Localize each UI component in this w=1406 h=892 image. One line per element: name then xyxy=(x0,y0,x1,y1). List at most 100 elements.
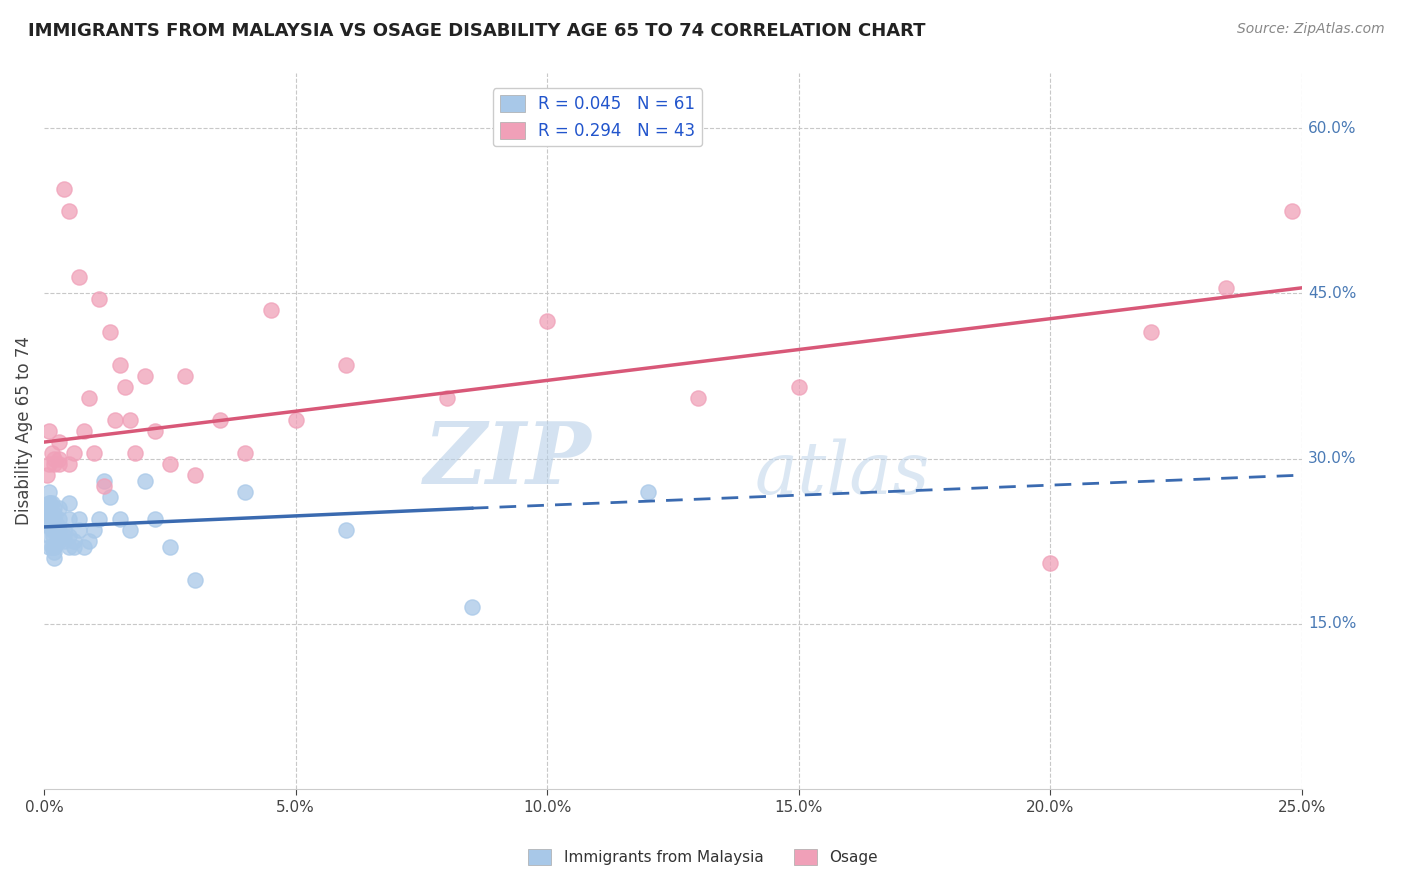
Point xyxy=(83,446,105,460)
Point xyxy=(174,368,197,383)
Point xyxy=(58,512,80,526)
Point xyxy=(48,534,70,549)
Point xyxy=(39,529,62,543)
Text: 15.0%: 15.0% xyxy=(1308,616,1357,632)
Point xyxy=(67,523,90,537)
Point xyxy=(48,435,70,450)
Point xyxy=(67,269,90,284)
Point xyxy=(41,540,63,554)
Point xyxy=(63,446,86,460)
Point xyxy=(1215,281,1237,295)
Point xyxy=(58,457,80,471)
Text: 30.0%: 30.0% xyxy=(1308,451,1357,467)
Point xyxy=(103,413,125,427)
Point xyxy=(284,413,307,427)
Point xyxy=(143,512,166,526)
Legend: Immigrants from Malaysia, Osage: Immigrants from Malaysia, Osage xyxy=(522,843,884,871)
Point xyxy=(335,358,357,372)
Point xyxy=(35,468,58,483)
Point xyxy=(461,600,484,615)
Point xyxy=(159,540,181,554)
Point xyxy=(259,302,281,317)
Point xyxy=(48,501,70,516)
Text: 45.0%: 45.0% xyxy=(1308,285,1357,301)
Point xyxy=(42,529,65,543)
Point xyxy=(44,451,66,466)
Point xyxy=(787,380,810,394)
Point xyxy=(79,391,101,405)
Point xyxy=(38,512,60,526)
Point xyxy=(44,457,66,471)
Point xyxy=(118,413,141,427)
Point xyxy=(39,507,62,521)
Point xyxy=(93,474,115,488)
Text: IMMIGRANTS FROM MALAYSIA VS OSAGE DISABILITY AGE 65 TO 74 CORRELATION CHART: IMMIGRANTS FROM MALAYSIA VS OSAGE DISABI… xyxy=(28,22,925,40)
Point xyxy=(38,540,60,554)
Point xyxy=(108,358,131,372)
Point xyxy=(44,501,66,516)
Point xyxy=(41,517,63,532)
Point xyxy=(235,446,257,460)
Point xyxy=(44,540,66,554)
Point xyxy=(63,534,86,549)
Point xyxy=(44,507,66,521)
Point xyxy=(53,523,76,537)
Point xyxy=(536,314,558,328)
Point xyxy=(44,550,66,565)
Point xyxy=(48,512,70,526)
Point xyxy=(48,451,70,466)
Point xyxy=(98,325,121,339)
Point xyxy=(1281,203,1303,218)
Text: atlas: atlas xyxy=(755,439,931,509)
Point xyxy=(39,496,62,510)
Point xyxy=(45,517,67,532)
Point xyxy=(39,512,62,526)
Point xyxy=(53,529,76,543)
Point xyxy=(48,523,70,537)
Point xyxy=(42,512,65,526)
Point xyxy=(89,292,111,306)
Point xyxy=(38,496,60,510)
Point xyxy=(108,512,131,526)
Text: Source: ZipAtlas.com: Source: ZipAtlas.com xyxy=(1237,22,1385,37)
Point xyxy=(184,468,207,483)
Point xyxy=(35,512,58,526)
Point xyxy=(134,368,156,383)
Point xyxy=(89,512,111,526)
Text: 60.0%: 60.0% xyxy=(1308,120,1357,136)
Point xyxy=(53,182,76,196)
Point xyxy=(48,457,70,471)
Point xyxy=(83,523,105,537)
Point xyxy=(41,446,63,460)
Point xyxy=(235,484,257,499)
Point xyxy=(41,523,63,537)
Point xyxy=(37,507,59,521)
Point xyxy=(1140,325,1163,339)
Legend: R = 0.045   N = 61, R = 0.294   N = 43: R = 0.045 N = 61, R = 0.294 N = 43 xyxy=(494,88,702,146)
Point xyxy=(45,529,67,543)
Point xyxy=(1039,556,1062,570)
Point xyxy=(688,391,710,405)
Point xyxy=(53,534,76,549)
Point xyxy=(35,501,58,516)
Point xyxy=(63,540,86,554)
Point xyxy=(38,484,60,499)
Point xyxy=(184,573,207,587)
Point xyxy=(58,496,80,510)
Point xyxy=(38,501,60,516)
Point xyxy=(79,534,101,549)
Point xyxy=(98,490,121,504)
Text: ZIP: ZIP xyxy=(423,418,592,501)
Point xyxy=(134,474,156,488)
Point xyxy=(637,484,659,499)
Point xyxy=(38,424,60,438)
Point xyxy=(67,512,90,526)
Point xyxy=(44,512,66,526)
Point xyxy=(93,479,115,493)
Point xyxy=(118,523,141,537)
Point xyxy=(44,540,66,554)
Point xyxy=(114,380,136,394)
Point xyxy=(143,424,166,438)
Point xyxy=(124,446,146,460)
Point xyxy=(335,523,357,537)
